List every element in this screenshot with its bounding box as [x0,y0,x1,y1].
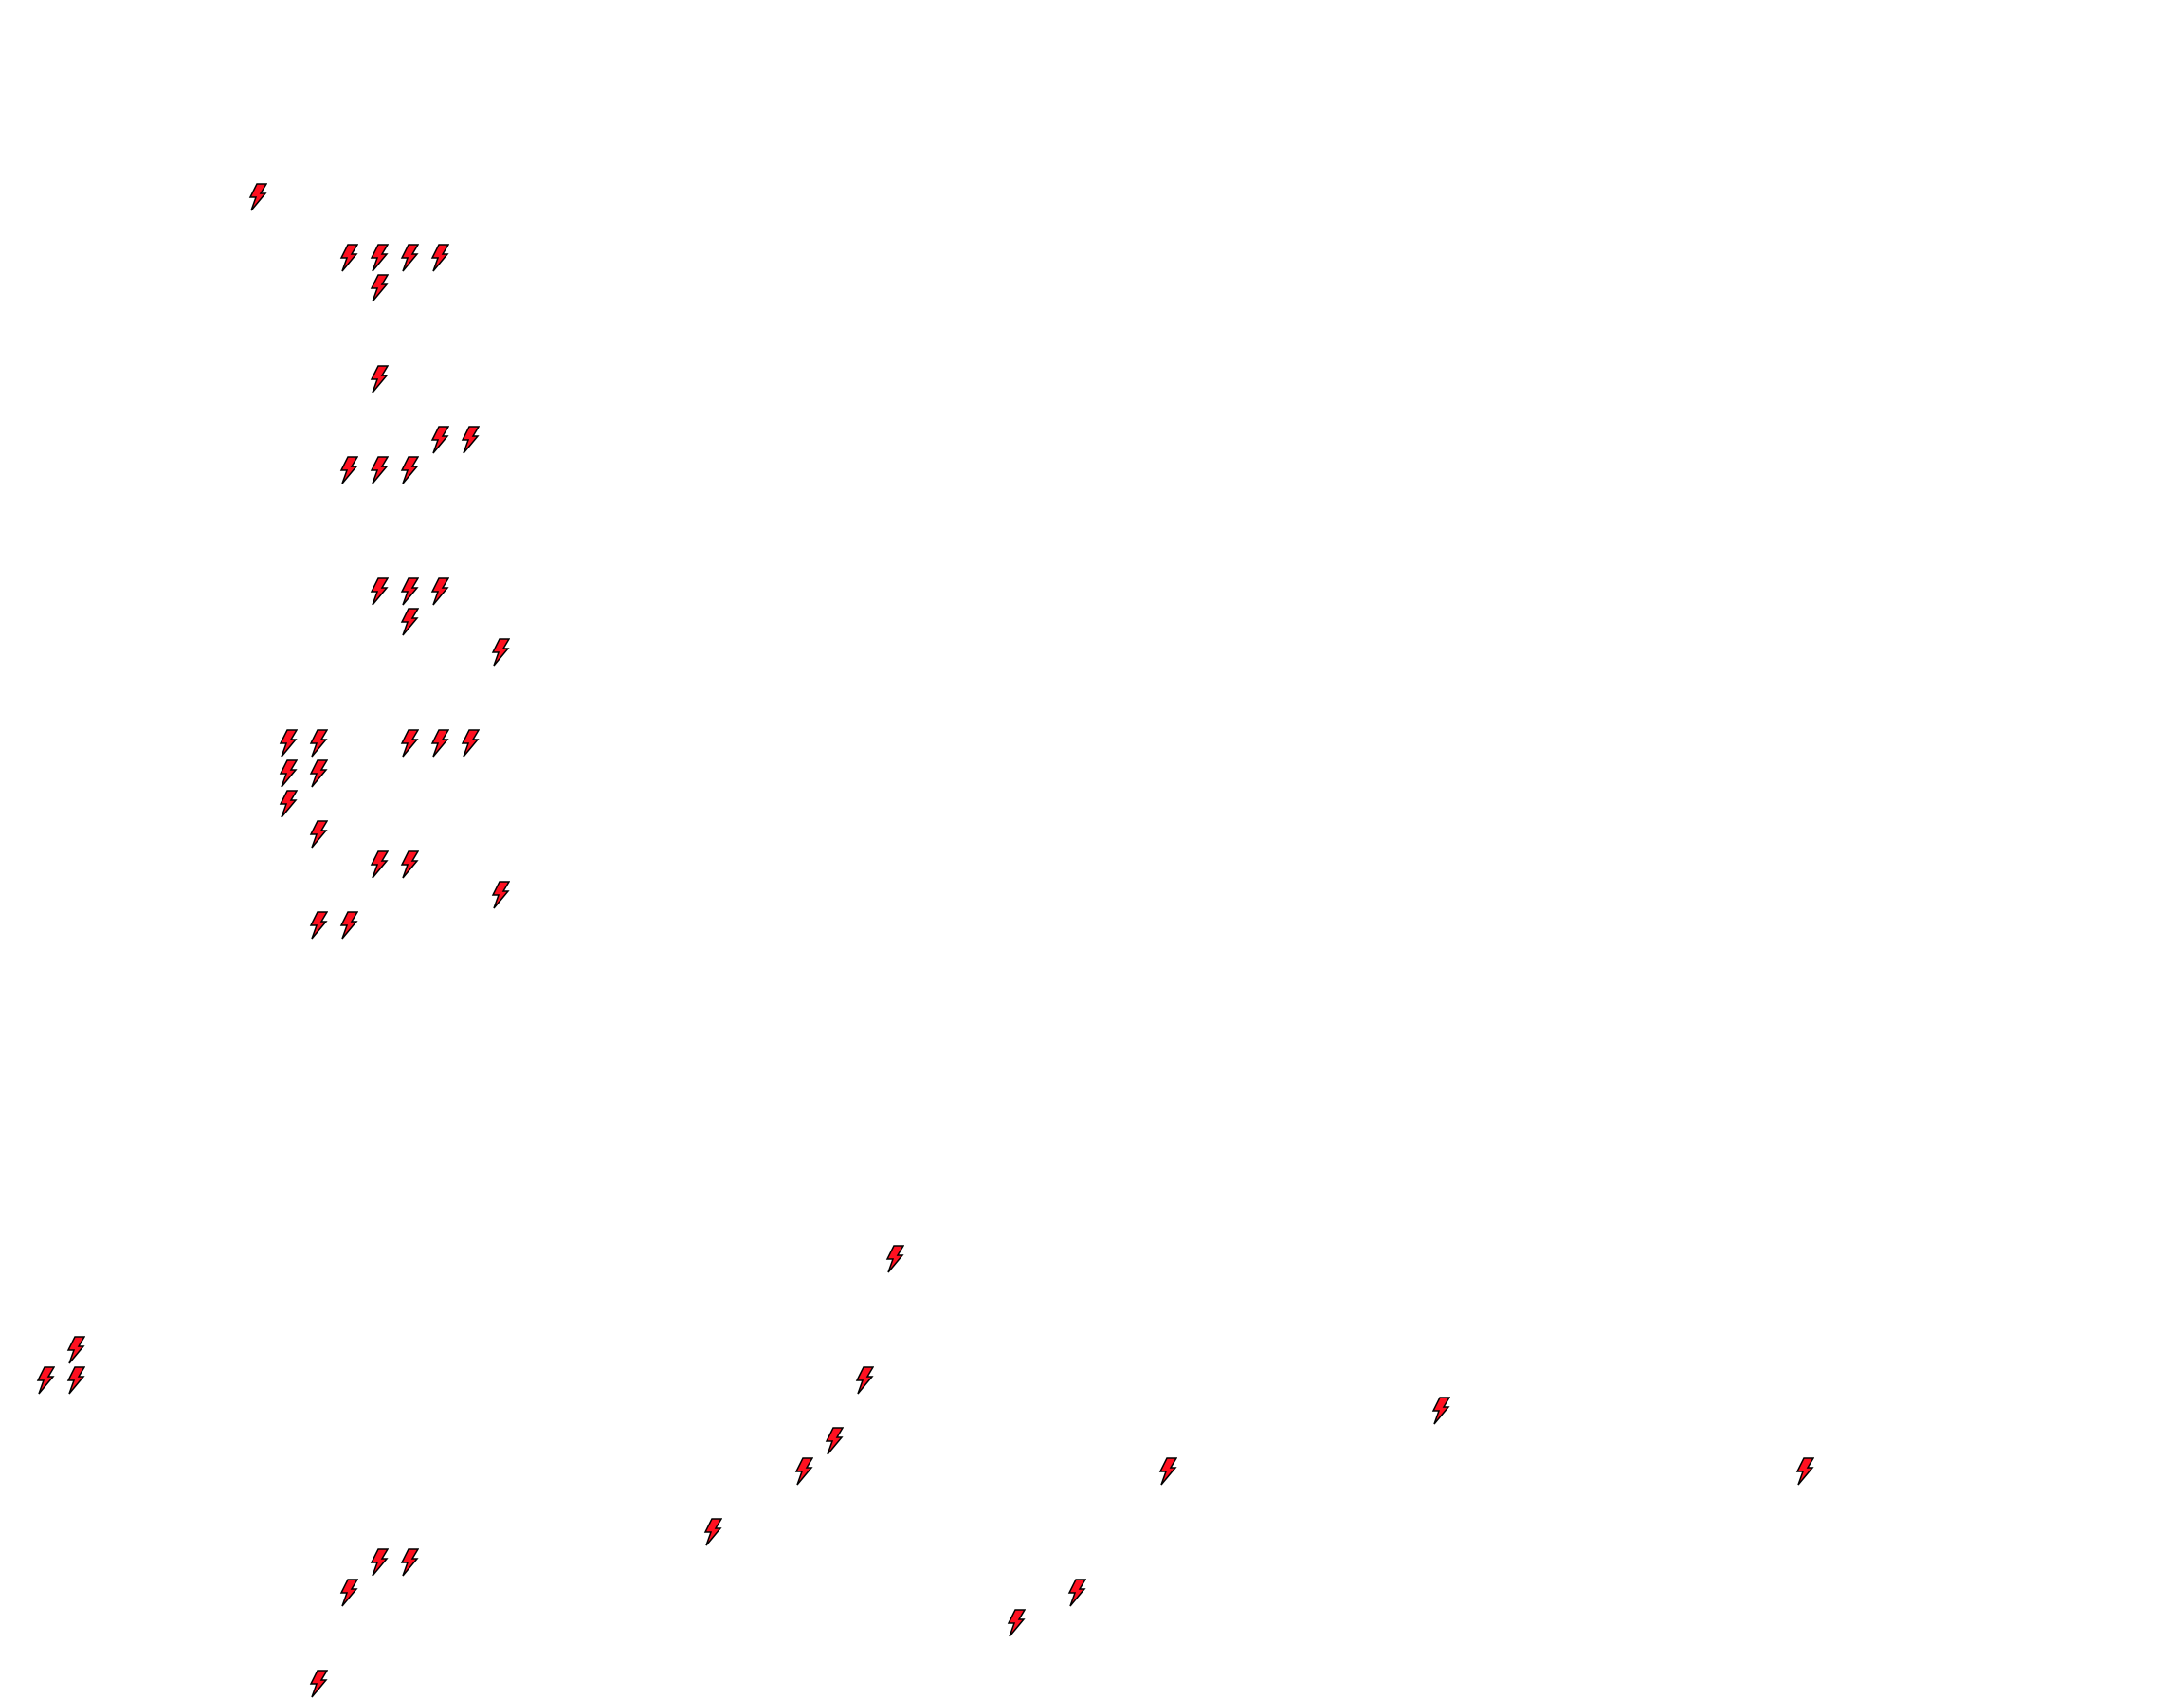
lightning-bolt-icon[interactable] [430,244,449,272]
lightning-bolt-icon[interactable] [339,1579,358,1607]
lightning-bolt-icon[interactable] [370,365,389,393]
lightning-bolt-icon[interactable] [400,608,419,636]
lightning-bolt-icon[interactable] [430,577,449,606]
lightning-bolt-icon[interactable] [400,1548,419,1577]
lightning-bolt-icon[interactable] [400,244,419,272]
lightning-bolt-icon[interactable] [309,759,328,788]
lightning-bolt-icon[interactable] [370,244,389,272]
lightning-bolt-icon[interactable] [66,1366,85,1395]
lightning-bolt-icon[interactable] [370,274,389,302]
lightning-bolt-icon[interactable] [279,790,298,818]
lightning-bolt-icon[interactable] [1795,1457,1814,1486]
lightning-bolt-icon[interactable] [66,1336,85,1364]
lightning-bolt-icon[interactable] [430,426,449,454]
lightning-bolt-icon[interactable] [400,456,419,484]
lightning-bolt-icon[interactable] [461,426,480,454]
lightning-bolt-icon[interactable] [370,456,389,484]
lightning-bolt-icon[interactable] [309,820,328,849]
lightning-bolt-icon[interactable] [370,850,389,879]
lightning-bolt-icon[interactable] [825,1427,844,1455]
lightning-bolt-icon[interactable] [1067,1579,1086,1607]
lightning-bolt-icon[interactable] [1431,1397,1450,1425]
lightning-bolt-icon[interactable] [339,911,358,940]
lightning-bolt-icon[interactable] [309,1670,328,1698]
lightning-bolt-icon[interactable] [703,1518,722,1546]
lightning-bolt-icon[interactable] [461,729,480,758]
lightning-bolt-icon[interactable] [309,911,328,940]
lightning-bolt-icon[interactable] [279,759,298,788]
lightning-bolt-icon[interactable] [400,850,419,879]
lightning-bolt-icon[interactable] [1007,1609,1026,1637]
lightning-bolt-icon[interactable] [279,729,298,758]
lightning-bolt-icon[interactable] [339,244,358,272]
lightning-bolt-icon[interactable] [248,183,267,211]
lightning-bolt-icon[interactable] [491,638,510,667]
lightning-bolt-icon[interactable] [1158,1457,1177,1486]
lightning-bolt-icon[interactable] [430,729,449,758]
lightning-bolt-icon[interactable] [885,1245,904,1273]
lightning-bolt-icon[interactable] [855,1366,874,1395]
lightning-bolt-icon[interactable] [400,729,419,758]
lightning-bolt-icon[interactable] [370,1548,389,1577]
lightning-bolt-icon[interactable] [491,881,510,909]
lightning-bolt-icon[interactable] [309,729,328,758]
lightning-bolt-icon[interactable] [794,1457,813,1486]
lightning-bolt-icon[interactable] [400,577,419,606]
lightning-bolt-icon[interactable] [36,1366,55,1395]
lightning-bolt-icon[interactable] [370,577,389,606]
lightning-bolt-icon[interactable] [339,456,358,484]
